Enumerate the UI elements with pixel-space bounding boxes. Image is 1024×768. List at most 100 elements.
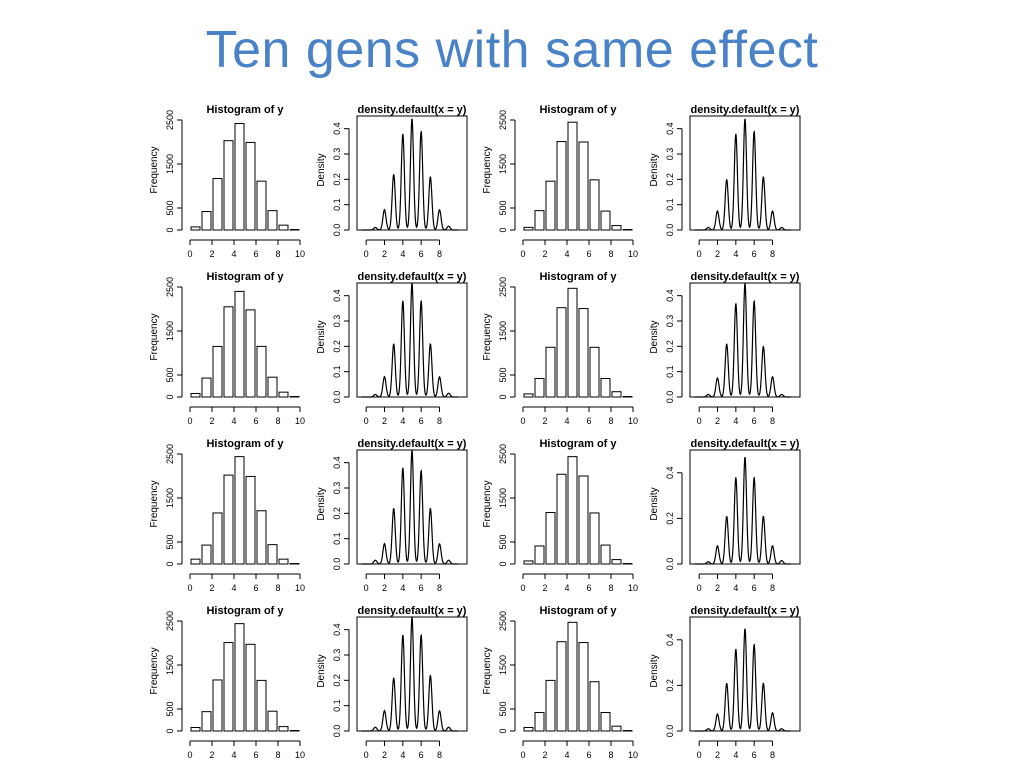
y-tick-label: 0.4 [665,289,675,302]
histogram-bar [611,725,622,732]
histogram-bar [567,121,578,231]
histogram-bar [256,345,267,398]
y-tick-label: 500 [165,200,175,215]
y-tick-label: 1500 [498,321,508,341]
histogram-bar [267,710,278,732]
x-tick-label: 6 [253,583,258,593]
x-tick-label: 2 [209,416,214,426]
x-tick-label: 8 [275,249,280,259]
y-tick-label: 0.3 [332,148,342,161]
x-tick-label: 8 [437,416,442,426]
histogram-bar [545,512,556,565]
x-tick-label: 4 [564,750,569,760]
histogram-bar [256,180,267,231]
panel-4: density.default(x = y) Density 0.0 0.1 0.2 0.… [649,104,801,259]
y-tick-label: 0.0 [332,391,342,404]
histogram-bar [190,558,201,565]
x-tick-label: 4 [231,416,236,426]
panel-title: Histogram of y [539,438,617,450]
y-tick-label: 0.4 [332,122,342,135]
histogram-bar [234,290,245,398]
x-tick-label: 4 [231,583,236,593]
x-tick-label: 6 [752,750,757,760]
histogram-bar [223,474,234,565]
panel-title: density.default(x = y) [358,104,467,116]
plot-frame [356,282,468,398]
histogram-bar [245,141,256,231]
y-tick-label: 0 [498,728,508,733]
y-axis-label: Density [649,153,660,186]
x-tick-label: 4 [231,249,236,259]
histogram-bar [589,179,600,231]
histogram-bar [556,307,567,398]
histogram-bar [234,623,245,732]
panel-14: density.default(x = y) Density 0.0 0.1 0.2 0.… [316,605,468,760]
x-tick-label: 4 [400,583,405,593]
density-line [694,118,791,231]
panel-2: density.default(x = y) Density 0.0 0.1 0.2 0.… [316,104,468,259]
x-tick-label: 10 [295,249,305,259]
y-tick-label: 0.1 [332,532,342,545]
density-line [694,283,791,398]
panel-3: Histogram of y Frequency 0 500 1500 2500 0 2 4 6 8… [482,104,638,259]
y-axis-label: Density [649,487,660,520]
x-tick-label: 8 [770,750,775,760]
histogram-bar [212,679,223,732]
y-tick-label: 0.1 [332,198,342,211]
y-tick-label: 0.4 [665,122,675,135]
plot-frame [689,282,801,398]
x-tick-label: 0 [187,583,192,593]
histogram-bar [201,377,212,398]
y-tick-label: 2500 [165,444,175,464]
histogram-bar [611,391,622,398]
y-tick-label: 2500 [165,110,175,130]
x-tick-label: 4 [733,249,738,259]
plot-frame [689,115,801,231]
y-tick-label: 0.0 [665,391,675,404]
y-tick-label: 2500 [498,110,508,130]
x-tick-label: 6 [586,750,591,760]
y-tick-label: 0.2 [665,340,675,353]
y-tick-label: 2500 [498,277,508,297]
histogram-bar [256,510,267,565]
histogram-bar [212,512,223,565]
y-tick-label: 0.4 [665,467,675,480]
x-tick-label: 6 [253,416,258,426]
y-tick-label: 0.4 [332,623,342,636]
x-tick-label: 0 [520,583,525,593]
plot-frame [689,616,801,732]
histogram-bar [523,726,534,732]
y-tick-label: 0.1 [332,365,342,378]
x-tick-label: 10 [628,416,638,426]
y-tick-label: 1500 [498,655,508,675]
panel-9: Histogram of y Frequency 0 500 1500 2500 0 2 4 6 8… [149,438,305,593]
density-line [361,118,458,231]
histogram-bar [589,681,600,732]
y-tick-label: 0.0 [665,558,675,571]
x-tick-label: 2 [382,750,387,760]
panel-title: Histogram of y [206,438,284,450]
plot-frame [356,115,468,231]
histogram-bar [278,726,289,732]
x-tick-label: 8 [437,249,442,259]
panel-5: Histogram of y Frequency 0 500 1500 2500 0 2 4 6 8… [149,271,305,426]
histogram-bar [256,679,267,732]
x-tick-label: 2 [715,249,720,259]
y-axis-label: Density [316,153,327,186]
x-tick-label: 10 [628,249,638,259]
density-line [361,450,458,565]
y-tick-label: 1500 [165,154,175,174]
y-tick-label: 0.3 [332,649,342,662]
x-tick-label: 0 [364,249,369,259]
y-tick-label: 2500 [165,277,175,297]
histogram-bar [600,544,611,565]
panel-title: density.default(x = y) [358,271,467,283]
histogram-bar [534,545,545,565]
density-line [361,283,458,398]
y-tick-label: 0.2 [332,173,342,186]
x-tick-label: 0 [697,249,702,259]
x-tick-label: 10 [295,750,305,760]
x-tick-label: 0 [364,416,369,426]
histogram-bar [589,346,600,398]
